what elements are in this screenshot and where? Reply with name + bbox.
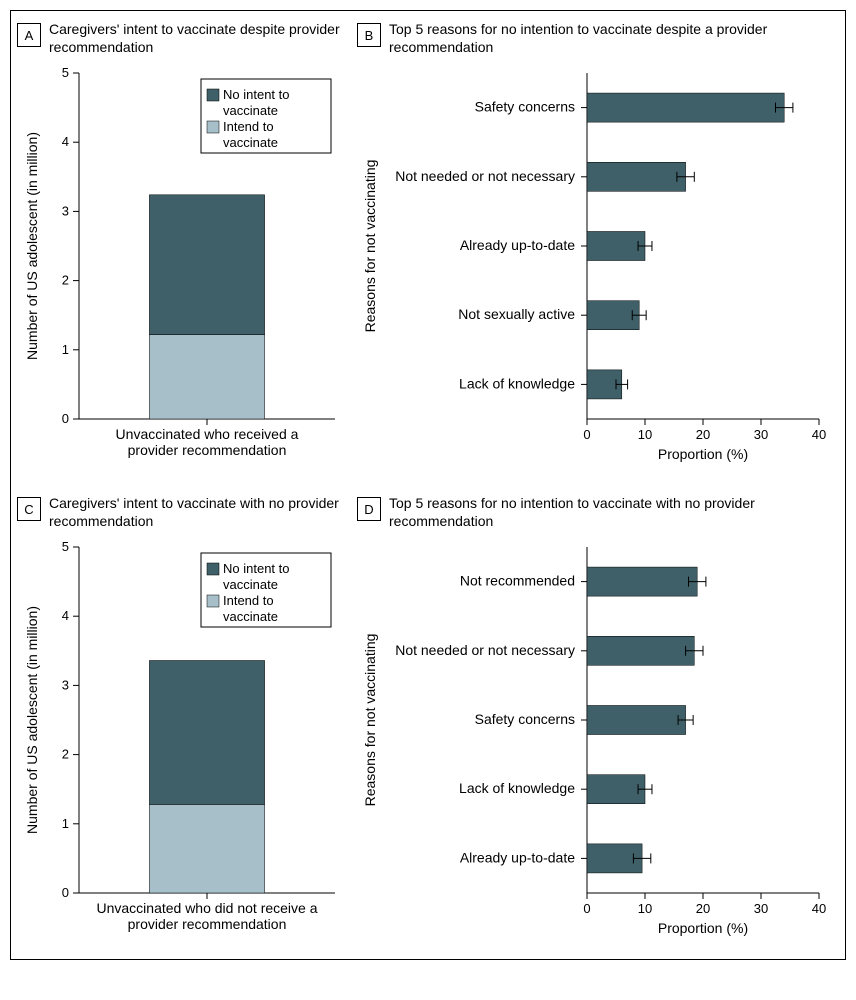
- row-bottom: C Caregivers' intent to vaccinate with n…: [11, 485, 845, 959]
- svg-text:Reasons for not vaccinating: Reasons for not vaccinating: [362, 160, 378, 333]
- svg-text:0: 0: [583, 427, 590, 442]
- panel-d-header: D Top 5 reasons for no intention to vacc…: [357, 495, 839, 539]
- svg-text:No intent to: No intent to: [223, 87, 290, 102]
- svg-text:40: 40: [812, 901, 826, 916]
- svg-text:3: 3: [62, 203, 69, 218]
- svg-text:0: 0: [583, 901, 590, 916]
- svg-text:2: 2: [62, 273, 69, 288]
- panel-b-letter: B: [357, 23, 381, 47]
- panel-d-chart: 0 10 20 30 40 Proportion (%) Reasons for not v…: [357, 539, 839, 949]
- panel-c-chart: 0 1 2 3 4 5 Number of US adolescent (in millio…: [17, 539, 345, 949]
- svg-text:20: 20: [696, 901, 710, 916]
- panel-c-letter: C: [17, 497, 41, 521]
- svg-text:Proportion (%): Proportion (%): [658, 920, 748, 936]
- svg-text:No intent to: No intent to: [223, 561, 290, 576]
- svg-text:Number of US adolescent (in mi: Number of US adolescent (in million): [24, 132, 40, 360]
- svg-text:2: 2: [62, 747, 69, 762]
- svg-text:Not sexually active: Not sexually active: [458, 306, 575, 322]
- svg-text:20: 20: [696, 427, 710, 442]
- svg-text:vaccinate: vaccinate: [223, 103, 278, 118]
- panel-a-header: A Caregivers' intent to vaccinate despit…: [17, 21, 345, 65]
- svg-text:vaccinate: vaccinate: [223, 135, 278, 150]
- svg-text:5: 5: [62, 65, 69, 80]
- svg-text:4: 4: [62, 608, 69, 623]
- svg-text:Number of US adolescent (in mi: Number of US adolescent (in million): [24, 606, 40, 834]
- svg-text:Safety concerns: Safety concerns: [475, 711, 575, 727]
- svg-text:Lack of knowledge: Lack of knowledge: [459, 375, 575, 391]
- svg-text:provider recommendation: provider recommendation: [128, 916, 287, 932]
- svg-text:provider recommendation: provider recommendation: [128, 442, 287, 458]
- svg-text:Not needed or not necessary: Not needed or not necessary: [395, 642, 575, 658]
- panel-b-header: B Top 5 reasons for no intention to vacc…: [357, 21, 839, 65]
- panel-b-chart: 0 10 20 30 40 Proportion (%) Reasons for not v…: [357, 65, 839, 475]
- svg-text:Unvaccinated who did not recei: Unvaccinated who did not receive a: [96, 900, 317, 916]
- svg-text:4: 4: [62, 134, 69, 149]
- svg-text:1: 1: [62, 342, 69, 357]
- svg-text:Not recommended: Not recommended: [460, 573, 575, 589]
- panel-c-header: C Caregivers' intent to vaccinate with n…: [17, 495, 345, 539]
- svg-text:Intend to: Intend to: [223, 593, 274, 608]
- svg-text:40: 40: [812, 427, 826, 442]
- svg-text:Unvaccinated who received a: Unvaccinated who received a: [116, 426, 299, 442]
- svg-text:vaccinate: vaccinate: [223, 609, 278, 624]
- svg-text:Proportion (%): Proportion (%): [658, 446, 748, 462]
- panel-a-letter: A: [17, 23, 41, 47]
- svg-text:0: 0: [62, 885, 69, 900]
- svg-text:0: 0: [62, 411, 69, 426]
- panel-b: B Top 5 reasons for no intention to vacc…: [351, 11, 845, 485]
- svg-text:Not needed or not necessary: Not needed or not necessary: [395, 168, 575, 184]
- panel-c: C Caregivers' intent to vaccinate with n…: [11, 485, 351, 959]
- figure-container: A Caregivers' intent to vaccinate despit…: [10, 10, 846, 960]
- svg-text:Reasons for not vaccinating: Reasons for not vaccinating: [362, 634, 378, 807]
- svg-text:3: 3: [62, 677, 69, 692]
- panel-a: A Caregivers' intent to vaccinate despit…: [11, 11, 351, 485]
- panel-d: D Top 5 reasons for no intention to vacc…: [351, 485, 845, 959]
- panel-a-chart: 0 1 2 3 4 5 Number of US adolescent (in millio…: [17, 65, 345, 475]
- svg-text:30: 30: [754, 427, 768, 442]
- panel-d-letter: D: [357, 497, 381, 521]
- panel-c-title: Caregivers' intent to vaccinate with no …: [49, 495, 345, 530]
- svg-text:vaccinate: vaccinate: [223, 577, 278, 592]
- panel-a-title: Caregivers' intent to vaccinate despite …: [49, 21, 345, 56]
- panel-d-title: Top 5 reasons for no intention to vaccin…: [389, 495, 839, 530]
- svg-text:Intend to: Intend to: [223, 119, 274, 134]
- svg-text:Lack of knowledge: Lack of knowledge: [459, 780, 575, 796]
- row-top: A Caregivers' intent to vaccinate despit…: [11, 11, 845, 485]
- svg-text:10: 10: [638, 901, 652, 916]
- svg-text:5: 5: [62, 539, 69, 554]
- svg-text:1: 1: [62, 816, 69, 831]
- svg-text:Already up-to-date: Already up-to-date: [460, 849, 575, 865]
- svg-text:Safety concerns: Safety concerns: [475, 99, 575, 115]
- svg-text:30: 30: [754, 901, 768, 916]
- svg-text:Already up-to-date: Already up-to-date: [460, 237, 575, 253]
- svg-text:10: 10: [638, 427, 652, 442]
- panel-b-title: Top 5 reasons for no intention to vaccin…: [389, 21, 839, 56]
